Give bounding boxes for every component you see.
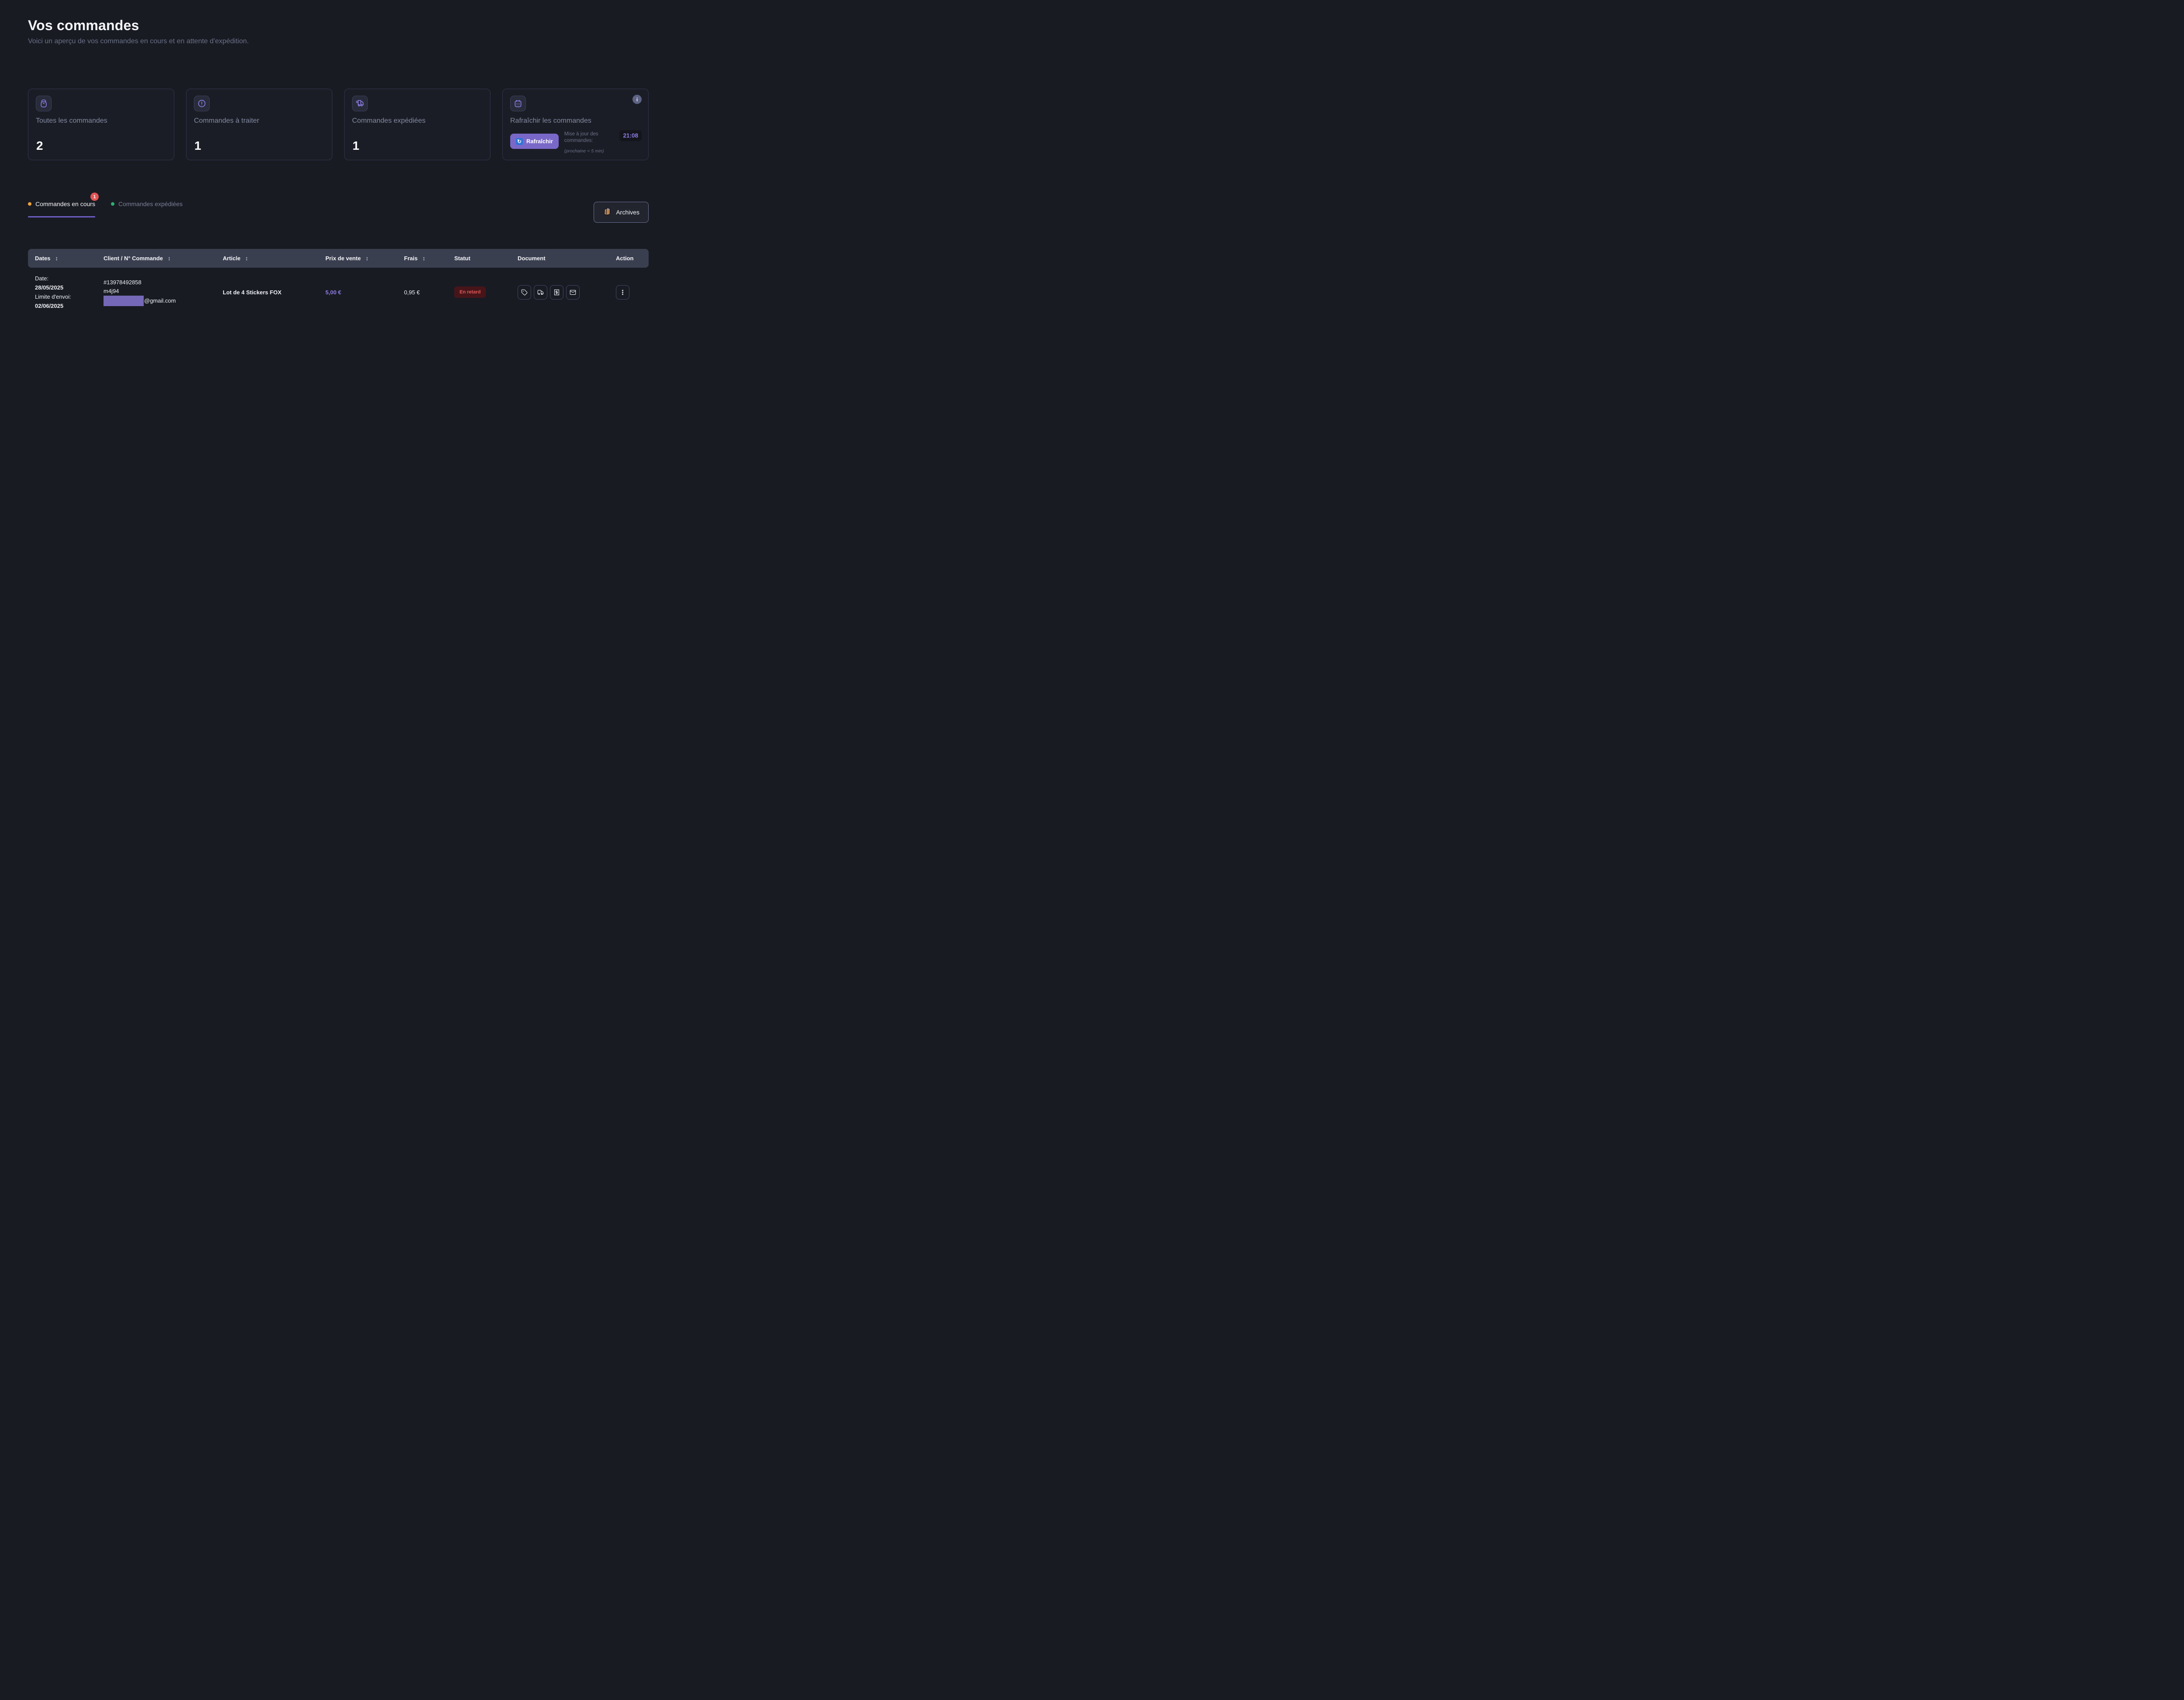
card-label: Commandes à traiter	[194, 117, 259, 124]
tab-commandes-en-cours[interactable]: Commandes en cours 1	[28, 193, 99, 217]
card-value: 1	[194, 139, 201, 152]
package-box-icon	[603, 207, 612, 217]
tab-label: Commandes expédiées	[118, 200, 183, 207]
next-update-note: (prochaine < 5 min)	[564, 148, 604, 154]
card-label: Toutes les commandes	[36, 117, 107, 124]
update-info: Mise à jour des commandes: (prochaine < …	[564, 131, 616, 155]
table-header: Dates ↕ Client / N° Commande ↕ Article ↕…	[28, 249, 649, 268]
active-tab-underline	[28, 216, 95, 217]
receipt-icon[interactable]	[550, 285, 563, 300]
column-header-article: Article ↕	[223, 255, 248, 262]
shopping-bag-icon	[36, 96, 52, 111]
card-label: Commandes expédiées	[352, 117, 426, 124]
column-header-prix: Prix de vente ↕	[325, 255, 369, 262]
card-refresh-orders: i Rafraîchir les commandes ↻	[502, 89, 649, 160]
email-suffix: @gmail.com	[144, 297, 176, 304]
truck-icon	[352, 96, 368, 111]
update-label-line1: Mise à jour des	[564, 131, 598, 137]
order-number: #13978492858	[104, 279, 142, 286]
date-label: Date:	[35, 275, 49, 282]
refresh-card-title: Rafraîchir les commandes	[510, 117, 591, 124]
sort-icon[interactable]: ↕	[167, 255, 171, 262]
dates-cell: Date: 28/05/2025 Limite d'envoi: 02/06/2…	[35, 274, 104, 310]
order-date: 28/05/2025	[35, 284, 64, 291]
deadline-label: Limite d'envoi:	[35, 293, 71, 300]
document-cell	[518, 285, 616, 300]
last-update-time: 21:08	[619, 130, 642, 141]
tab-count-badge: 1	[90, 193, 99, 201]
archives-button[interactable]: Archives	[594, 202, 649, 223]
sort-icon[interactable]: ↕	[365, 255, 369, 262]
orders-table: Dates ↕ Client / N° Commande ↕ Article ↕…	[28, 249, 649, 317]
mail-icon[interactable]	[566, 285, 580, 300]
column-header-document: Document	[518, 255, 546, 262]
action-cell	[616, 285, 649, 300]
email-redaction-overlay	[104, 296, 144, 306]
card-all-orders: Toutes les commandes 2	[28, 89, 174, 160]
column-header-action: Action	[616, 255, 634, 262]
status-cell: En retard	[454, 286, 518, 298]
refresh-icon: ↻	[516, 138, 523, 145]
tag-icon[interactable]	[518, 285, 531, 300]
sort-icon[interactable]: ↕	[245, 255, 248, 262]
refresh-controls: ↻ Rafraîchir Mise à jour des commandes: …	[510, 130, 642, 155]
ellipsis-vertical-icon[interactable]	[616, 285, 629, 300]
update-label-line2: commandes:	[564, 138, 593, 143]
table-row: Date: 28/05/2025 Limite d'envoi: 02/06/2…	[28, 268, 649, 317]
stats-cards: Toutes les commandes 2 Commandes à trait…	[28, 89, 649, 160]
refresh-button-label: Rafraîchir	[526, 138, 553, 145]
client-username: m4j94	[104, 288, 119, 294]
tab-commandes-expediees[interactable]: Commandes expédiées	[111, 200, 183, 217]
calendar-icon	[510, 96, 526, 111]
shipping-deadline: 02/06/2025	[35, 303, 64, 309]
orange-dot-icon	[28, 202, 31, 206]
info-icon[interactable]: i	[632, 95, 642, 104]
price-cell: 5,00 €	[325, 289, 342, 296]
card-orders-to-process: Commandes à traiter 1	[186, 89, 332, 160]
fees-cell: 0,95 €	[404, 289, 420, 296]
card-value: 1	[352, 139, 359, 152]
sort-icon[interactable]: ↕	[422, 255, 425, 262]
column-header-frais: Frais ↕	[404, 255, 425, 262]
column-header-statut: Statut	[454, 255, 470, 262]
card-orders-shipped: Commandes expédiées 1	[344, 89, 491, 160]
client-cell: #13978492858 m4j94 @gmail.com	[104, 278, 223, 306]
column-header-client: Client / N° Commande ↕	[104, 255, 171, 262]
column-header-dates: Dates ↕	[35, 255, 58, 262]
archives-button-label: Archives	[616, 209, 639, 216]
truck-icon[interactable]	[534, 285, 547, 300]
alert-circle-icon	[194, 96, 210, 111]
page-subtitle: Voici un aperçu de vos commandes en cour…	[28, 38, 249, 45]
green-dot-icon	[111, 202, 114, 206]
article-cell: Lot de 4 Stickers FOX	[223, 289, 282, 296]
tab-label: Commandes en cours	[35, 200, 95, 207]
page-title: Vos commandes	[28, 17, 139, 33]
card-value: 2	[36, 139, 43, 152]
refresh-button[interactable]: ↻ Rafraîchir	[510, 134, 559, 149]
tabs: Commandes en cours 1 Commandes expédiées	[28, 193, 183, 217]
tabs-row: Commandes en cours 1 Commandes expédiées…	[28, 193, 649, 223]
orders-page: Vos commandes Voici un aperçu de vos com…	[28, 0, 649, 317]
sort-icon[interactable]: ↕	[55, 255, 58, 262]
client-email: @gmail.com	[104, 296, 223, 306]
status-badge: En retard	[454, 286, 486, 298]
